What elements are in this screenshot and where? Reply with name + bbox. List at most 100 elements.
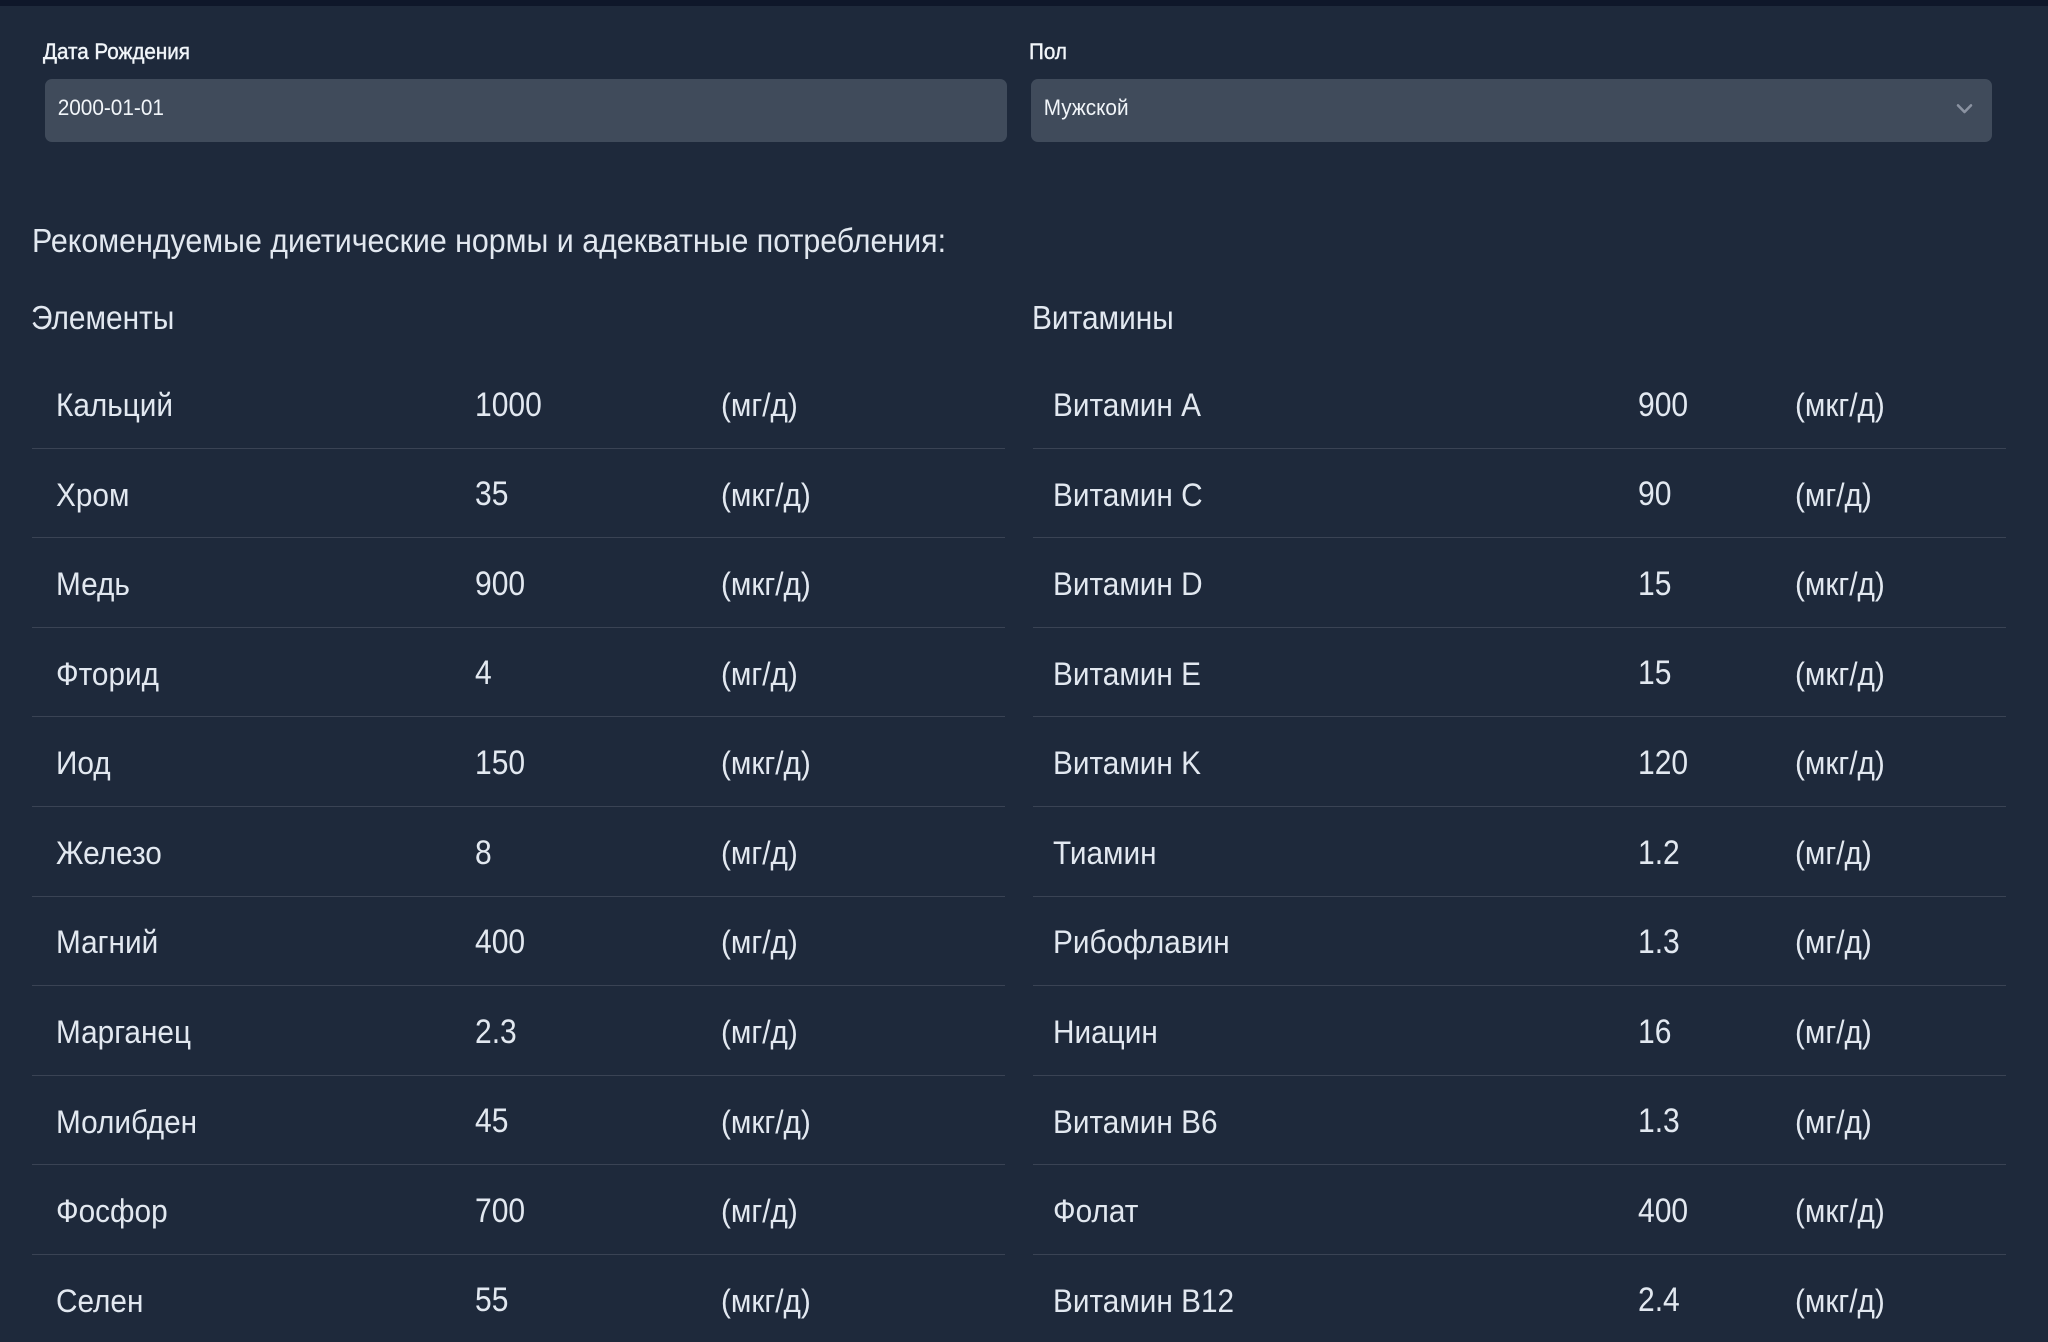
nutrient-unit: (мг/д) bbox=[1795, 924, 1872, 961]
nutrient-unit: (мг/д) bbox=[1795, 476, 1872, 513]
nutrient-unit: (мкг/д) bbox=[721, 745, 811, 782]
table-row: Марганец 2.3 (мг/д) bbox=[32, 986, 1005, 1076]
nutrient-value: 4 bbox=[475, 654, 492, 693]
vitamins-table: Витамин A 900 (мкг/д) Витамин C 90 (мг/д… bbox=[1033, 359, 2006, 1342]
nutrient-name: Рибофлавин bbox=[1053, 924, 1230, 961]
birth-date-label: Дата Рождения bbox=[43, 38, 191, 64]
nutrient-name: Фторид bbox=[56, 655, 160, 692]
nutrient-unit: (мкг/д) bbox=[1795, 1282, 1885, 1319]
nutrient-value: 2.4 bbox=[1638, 1281, 1680, 1320]
nutrient-value: 45 bbox=[475, 1102, 509, 1141]
nutrient-value: 35 bbox=[475, 475, 509, 514]
table-row: Витамин D 15 (мкг/д) bbox=[1033, 538, 2006, 628]
nutrient-name: Железо bbox=[56, 834, 162, 871]
table-row: Витамин A 900 (мкг/д) bbox=[1033, 359, 2006, 449]
nutrient-value: 150 bbox=[475, 744, 526, 782]
nutrient-value: 55 bbox=[475, 1281, 509, 1320]
gender-value: Мужской bbox=[1043, 94, 1129, 120]
nutrient-value: 1.3 bbox=[1638, 923, 1680, 962]
nutrient-name: Молибден bbox=[56, 1103, 198, 1140]
table-row: Фторид 4 (мг/д) bbox=[32, 628, 1005, 718]
birth-date-value: 2000-01-01 bbox=[57, 94, 164, 120]
table-row: Железо 8 (мг/д) bbox=[32, 807, 1005, 897]
nutrient-value: 900 bbox=[1638, 385, 1689, 424]
gender-select[interactable]: Мужской bbox=[1030, 78, 1993, 142]
birth-date-input[interactable]: 2000-01-01 bbox=[44, 78, 1007, 142]
nutrient-value: 120 bbox=[1638, 744, 1689, 782]
nutrient-value: 90 bbox=[1638, 475, 1672, 514]
nutrient-unit: (мг/д) bbox=[721, 386, 798, 423]
nutrient-value: 900 bbox=[475, 564, 526, 603]
nutrient-value: 700 bbox=[475, 1191, 526, 1230]
table-row: Магний 400 (мг/д) bbox=[32, 897, 1005, 987]
nutrient-unit: (мкг/д) bbox=[1795, 1193, 1885, 1230]
nutrient-value: 15 bbox=[1638, 564, 1672, 603]
chevron-down-stroke bbox=[1956, 104, 1973, 114]
table-row: Витамин B12 2.4 (мкг/д) bbox=[1033, 1255, 2006, 1342]
nutrient-unit: (мкг/д) bbox=[1795, 655, 1885, 692]
elements-table: Кальций 1000 (мг/д) Хром 35 (мкг/д) Медь… bbox=[32, 359, 1005, 1342]
nutrient-name: Витамин D bbox=[1053, 566, 1203, 603]
nutrient-unit: (мг/д) bbox=[721, 1193, 798, 1230]
nutrient-name: Хром bbox=[56, 476, 130, 513]
nutrient-name: Магний bbox=[56, 924, 159, 961]
table-row: Ниацин 16 (мг/д) bbox=[1033, 986, 2006, 1076]
nutrient-value: 15 bbox=[1638, 654, 1672, 693]
nutrient-name: Витамин B12 bbox=[1053, 1282, 1235, 1319]
nutrient-unit: (мг/д) bbox=[721, 834, 798, 871]
table-row: Тиамин 1.2 (мг/д) bbox=[1033, 807, 2006, 897]
table-row: Витамин B6 1.3 (мг/д) bbox=[1033, 1076, 2006, 1166]
nutrient-name: Витамин A bbox=[1053, 386, 1201, 423]
table-row: Молибден 45 (мкг/д) bbox=[32, 1076, 1005, 1166]
top-bar bbox=[0, 0, 2048, 6]
nutrient-name: Иод bbox=[56, 745, 111, 782]
nutrient-value: 400 bbox=[1638, 1191, 1689, 1230]
nutrient-value: 1.2 bbox=[1638, 833, 1680, 872]
nutrient-value: 8 bbox=[475, 833, 492, 872]
nutrient-unit: (мкг/д) bbox=[721, 1282, 811, 1319]
nutrient-value: 2.3 bbox=[475, 1012, 517, 1051]
nutrient-unit: (мг/д) bbox=[721, 655, 798, 692]
nutrient-unit: (мг/д) bbox=[1795, 834, 1872, 871]
nutrient-name: Фосфор bbox=[56, 1193, 168, 1230]
nutrient-value: 400 bbox=[475, 923, 526, 962]
nutrient-unit: (мг/д) bbox=[721, 924, 798, 961]
chevron-down-icon bbox=[1956, 104, 1973, 114]
nutrient-unit: (мкг/д) bbox=[721, 1103, 811, 1140]
nutrient-name: Тиамин bbox=[1053, 834, 1157, 871]
nutrient-unit: (мкг/д) bbox=[721, 476, 811, 513]
table-row: Фосфор 700 (мг/д) bbox=[32, 1165, 1005, 1255]
nutrient-name: Витамин C bbox=[1053, 476, 1203, 513]
nutrient-name: Марганец bbox=[56, 1013, 192, 1050]
vitamins-heading: Витамины bbox=[1031, 298, 1174, 336]
nutrient-unit: (мкг/д) bbox=[1795, 745, 1885, 782]
nutrient-value: 16 bbox=[1638, 1012, 1672, 1051]
table-row: Иод 150 (мкг/д) bbox=[32, 717, 1005, 808]
gender-label: Пол bbox=[1028, 38, 1067, 64]
nutrient-unit: (мкг/д) bbox=[721, 566, 811, 603]
nutrient-value: 1000 bbox=[475, 385, 542, 424]
table-row: Медь 900 (мкг/д) bbox=[32, 538, 1005, 628]
nutrient-name: Витамин E bbox=[1053, 655, 1201, 692]
nutrient-unit: (мкг/д) bbox=[1795, 386, 1885, 423]
nutrient-name: Медь bbox=[56, 566, 130, 603]
nutrient-name: Фолат bbox=[1053, 1193, 1139, 1230]
table-row: Хром 35 (мкг/д) bbox=[32, 449, 1005, 539]
table-row: Кальций 1000 (мг/д) bbox=[32, 359, 1005, 449]
table-row: Витамин C 90 (мг/д) bbox=[1033, 449, 2006, 539]
nutrient-unit: (мкг/д) bbox=[1795, 566, 1885, 603]
nutrient-name: Селен bbox=[56, 1282, 144, 1319]
elements-heading: Элементы bbox=[31, 298, 175, 336]
table-row: Витамин K 120 (мкг/д) bbox=[1033, 717, 2006, 808]
nutrient-unit: (мг/д) bbox=[1795, 1103, 1872, 1140]
nutrient-name: Кальций bbox=[56, 386, 174, 423]
page-title: Рекомендуемые диетические нормы и адеква… bbox=[31, 222, 946, 260]
table-row: Рибофлавин 1.3 (мг/д) bbox=[1033, 897, 2006, 987]
nutrient-unit: (мг/д) bbox=[721, 1013, 798, 1050]
nutrient-name: Витамин B6 bbox=[1053, 1103, 1218, 1140]
nutrient-value: 1.3 bbox=[1638, 1102, 1680, 1141]
nutrient-name: Ниацин bbox=[1053, 1013, 1158, 1050]
table-row: Фолат 400 (мкг/д) bbox=[1033, 1165, 2006, 1255]
nutrient-unit: (мг/д) bbox=[1795, 1013, 1872, 1050]
nutrient-name: Витамин K bbox=[1053, 745, 1201, 782]
